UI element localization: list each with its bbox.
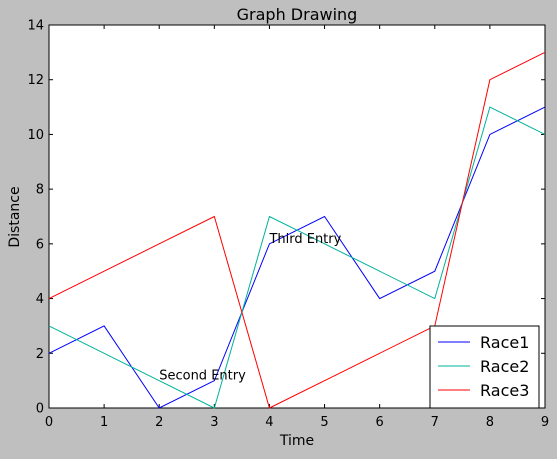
y-tick-label: 8 — [36, 183, 44, 198]
legend-label: Race3 — [480, 381, 529, 400]
x-tick-label: 9 — [541, 415, 549, 430]
x-tick-label: 6 — [376, 415, 384, 430]
legend: Race1 Race2 Race3 — [429, 325, 540, 409]
legend-box — [429, 325, 540, 409]
y-tick-label: 6 — [36, 237, 44, 252]
y-tick-label: 14 — [27, 19, 44, 34]
x-tick-label: 1 — [100, 415, 108, 430]
series-line-race3 — [48, 51, 546, 409]
x-tick-label: 5 — [320, 415, 328, 430]
chart-title: Graph Drawing — [237, 5, 358, 24]
y-tick-label: 4 — [36, 292, 44, 307]
x-tick-label: 7 — [431, 415, 439, 430]
x-tick-label: 8 — [486, 415, 494, 430]
y-tick-label: 0 — [36, 402, 44, 417]
series-lines — [48, 51, 546, 409]
y-tick-label: 2 — [36, 347, 44, 362]
annotation-label: Second Entry — [159, 369, 246, 384]
x-tick-label: 4 — [265, 415, 273, 430]
annotation-label: Third Entry — [268, 232, 341, 247]
x-tick-label: 0 — [45, 415, 53, 430]
x-tick-label: 3 — [210, 415, 218, 430]
annotations: Second Entry Third Entry — [159, 232, 341, 384]
x-axis-label: Time — [279, 433, 314, 449]
y-tick-label: 12 — [27, 73, 44, 88]
legend-label: Race2 — [480, 357, 529, 376]
legend-label: Race1 — [480, 333, 529, 352]
y-axis-label: Distance — [7, 186, 23, 247]
y-tick-label: 10 — [27, 128, 44, 143]
x-tick-label: 2 — [155, 415, 163, 430]
